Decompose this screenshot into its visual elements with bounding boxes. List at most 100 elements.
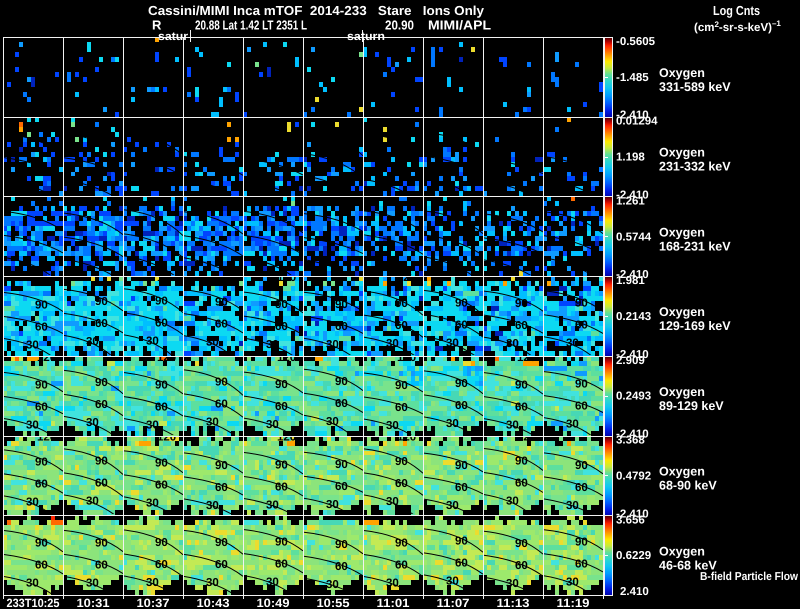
svg-text:60: 60 [275,559,288,571]
svg-text:331-589 keV: 331-589 keV [659,80,731,94]
svg-text:3.368: 3.368 [616,435,645,447]
svg-text:90: 90 [515,538,528,550]
svg-text:1.198: 1.198 [616,152,645,164]
svg-text:60: 60 [215,399,228,411]
svg-text:30: 30 [26,497,39,509]
svg-text:90: 90 [455,536,468,548]
svg-text:-2.410: -2.410 [616,508,649,520]
svg-text:30: 30 [386,420,399,432]
svg-text:60: 60 [275,481,288,493]
svg-text:30: 30 [266,339,279,351]
svg-text:30: 30 [206,337,219,349]
svg-text:120: 120 [397,352,416,364]
svg-text:60: 60 [455,400,468,412]
svg-text:90: 90 [335,459,348,471]
svg-text:30: 30 [146,420,159,432]
svg-text:30: 30 [386,496,399,508]
svg-text:10:49: 10:49 [257,596,290,609]
svg-text:60: 60 [575,320,588,332]
svg-text:1.261: 1.261 [616,195,645,207]
svg-text:2.410: 2.410 [620,586,649,598]
svg-text:90: 90 [155,380,168,392]
svg-text:10:31: 10:31 [77,596,110,609]
svg-text:30: 30 [266,499,279,511]
svg-text:60: 60 [155,402,168,414]
svg-text:R: R [152,18,162,33]
svg-text:(cm2-sr-s-keV)–1: (cm2-sr-s-keV)–1 [694,19,781,34]
svg-text:0.2493: 0.2493 [616,391,651,403]
svg-text:60: 60 [455,482,468,494]
svg-text:3.656: 3.656 [616,514,645,526]
svg-text:90: 90 [215,377,228,389]
svg-text:90: 90 [335,376,348,388]
svg-text:Oxygen: Oxygen [659,225,705,239]
svg-text:120: 120 [277,352,296,364]
svg-text:60: 60 [575,482,588,494]
svg-text:90: 90 [575,460,588,472]
svg-text:MIMI/APL: MIMI/APL [428,18,491,33]
svg-text:60: 60 [395,402,408,414]
svg-text:120: 120 [397,272,416,284]
svg-text:60: 60 [395,478,408,490]
svg-text:saturn: saturn [347,31,385,43]
svg-text:90: 90 [575,537,588,549]
svg-text:30: 30 [26,419,39,431]
svg-text:30: 30 [386,338,399,350]
svg-text:60: 60 [575,559,588,571]
svg-text:90: 90 [575,298,588,310]
svg-text:60: 60 [35,559,48,571]
svg-text:satur: satur [158,31,189,43]
svg-text:60: 60 [515,477,528,489]
svg-text:30: 30 [86,336,99,348]
svg-text:60: 60 [515,560,528,572]
svg-text:60: 60 [455,319,468,331]
svg-text:60: 60 [395,320,408,332]
svg-text:60: 60 [215,559,228,571]
svg-text:60: 60 [95,478,108,490]
svg-text:120: 120 [517,272,536,284]
svg-text:0.01294: 0.01294 [616,116,658,128]
svg-text:Oxygen: Oxygen [659,305,705,319]
svg-text:90: 90 [95,537,108,549]
svg-text:90: 90 [215,537,228,549]
svg-text:90: 90 [455,378,468,390]
svg-text:90: 90 [515,298,528,310]
svg-text:90: 90 [395,537,408,549]
svg-text:60: 60 [95,399,108,411]
svg-text:30: 30 [566,419,579,431]
svg-text:90: 90 [515,455,528,467]
svg-text:60: 60 [335,398,348,410]
svg-text:120: 120 [37,432,56,444]
svg-text:60: 60 [515,402,528,414]
svg-text:90: 90 [35,299,48,311]
svg-text:30: 30 [86,417,99,429]
svg-text:-0.5605: -0.5605 [616,36,656,48]
svg-text:11:07: 11:07 [437,596,470,609]
svg-text:90: 90 [275,299,288,311]
svg-text:60: 60 [35,321,48,333]
svg-text:60: 60 [155,480,168,492]
svg-text:90: 90 [155,458,168,470]
svg-text:30: 30 [506,338,519,350]
svg-text:90: 90 [35,537,48,549]
svg-text:-2.410: -2.410 [616,429,649,441]
svg-text:90: 90 [335,299,348,311]
svg-text:30: 30 [206,500,219,512]
svg-text:90: 90 [215,460,228,472]
svg-text:60: 60 [575,401,588,413]
svg-text:30: 30 [86,577,99,589]
svg-text:60: 60 [395,559,408,571]
svg-text:-1.485: -1.485 [616,72,649,84]
svg-text:1.981: 1.981 [616,275,645,287]
svg-text:30: 30 [86,496,99,508]
svg-text:Oxygen: Oxygen [659,544,705,558]
svg-text:Oxygen: Oxygen [659,385,705,399]
svg-text:2.909: 2.909 [616,355,645,367]
svg-text:90: 90 [335,539,348,551]
svg-text:30: 30 [506,578,519,590]
svg-text:46-68 keV: 46-68 keV [659,558,717,572]
svg-text:10:37: 10:37 [137,596,170,609]
svg-text:0.6229: 0.6229 [616,550,651,562]
svg-text:30: 30 [566,577,579,589]
svg-text:30: 30 [506,420,519,432]
